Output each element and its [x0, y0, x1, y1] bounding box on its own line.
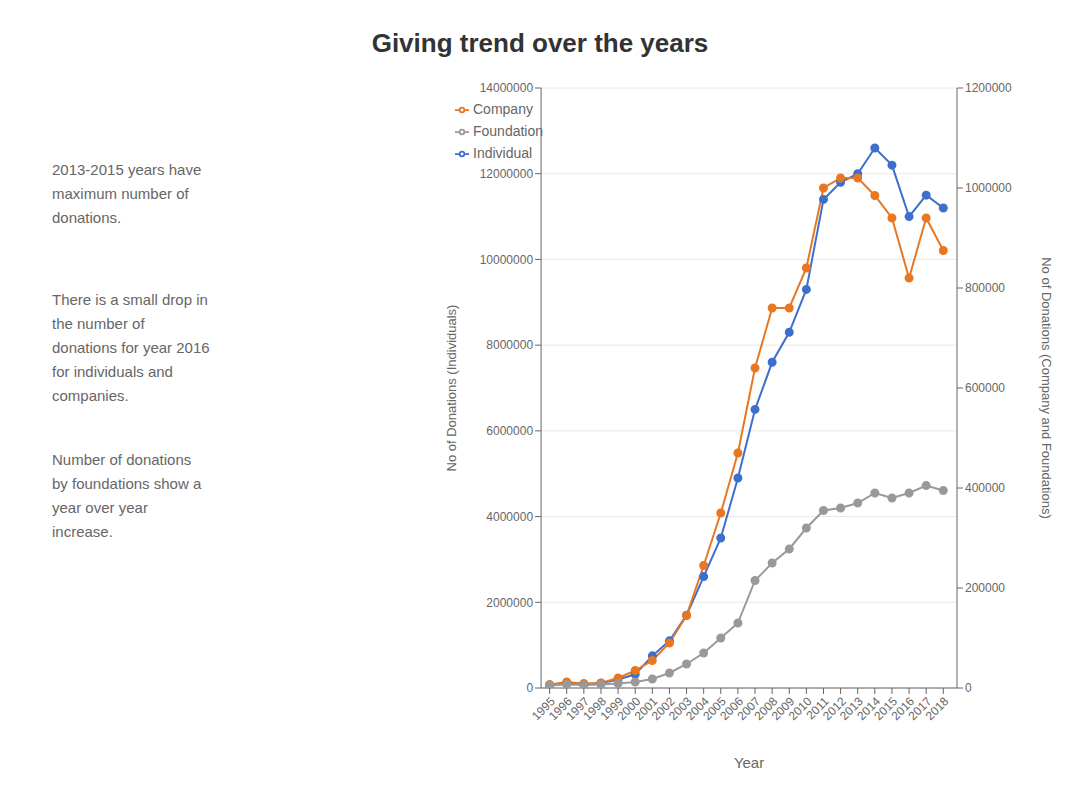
svg-text:2016: 2016: [888, 694, 918, 723]
svg-text:800000: 800000: [965, 281, 1005, 295]
svg-text:400000: 400000: [965, 481, 1005, 495]
svg-text:2000000: 2000000: [486, 596, 533, 610]
svg-text:2009: 2009: [768, 694, 798, 723]
svg-text:1995: 1995: [529, 694, 558, 723]
svg-text:2006: 2006: [717, 694, 747, 723]
svg-text:600000: 600000: [965, 381, 1005, 395]
svg-text:2013: 2013: [837, 694, 866, 723]
svg-text:8000000: 8000000: [486, 338, 533, 352]
svg-text:1000000: 1000000: [965, 181, 1012, 195]
svg-text:6000000: 6000000: [486, 424, 533, 438]
svg-text:2012: 2012: [820, 694, 849, 723]
html-text:There is a small drop in the n: There is a small drop in the number of d…: [52, 291, 210, 404]
html-text:Giving trend over the years: Giving trend over the years: [371, 28, 709, 58]
svg-text:2011: 2011: [803, 694, 832, 723]
svg-text:1999: 1999: [597, 694, 627, 723]
svg-text:2002: 2002: [648, 694, 678, 723]
svg-text:12000000: 12000000: [480, 167, 534, 181]
svg-text:1998: 1998: [580, 694, 610, 723]
svg-text:2005: 2005: [700, 694, 729, 723]
svg-text:2001: 2001: [631, 694, 661, 723]
svg-text:2000: 2000: [614, 694, 644, 723]
svg-text:200000: 200000: [965, 581, 1005, 595]
html-text:2013-2015 years have maximum n: 2013-2015 years have maximum number of d…: [52, 161, 202, 226]
html-text:Individual: Individual: [473, 145, 533, 161]
svg-text:1200000: 1200000: [965, 81, 1012, 95]
svg-text:4000000: 4000000: [486, 510, 533, 524]
svg-text:2010: 2010: [785, 694, 815, 723]
svg-text:1997: 1997: [563, 694, 592, 723]
svg-text:2008: 2008: [751, 694, 781, 723]
svg-text:10000000: 10000000: [480, 253, 534, 267]
svg-text:2007: 2007: [734, 694, 764, 723]
svg-text:0: 0: [526, 681, 533, 695]
svg-text:2017: 2017: [905, 694, 935, 723]
svg-text:2014: 2014: [854, 694, 883, 723]
svg-text:14000000: 14000000: [480, 81, 534, 95]
svg-text:No of Donations (Individuals): No of Donations (Individuals): [444, 305, 459, 472]
svg-text:Year: Year: [734, 754, 764, 771]
svg-text:2004: 2004: [683, 694, 712, 723]
html-text:Number of donations by foundat: Number of donations by foundations show …: [52, 451, 202, 540]
html-text:Foundation: Foundation: [473, 123, 544, 139]
svg-text:No of Donations (Company and F: No of Donations (Company and Foundations…: [1039, 257, 1054, 519]
svg-text:2015: 2015: [871, 694, 901, 723]
svg-text:2018: 2018: [923, 694, 952, 723]
html-text:Company: Company: [473, 101, 533, 117]
svg-text:2003: 2003: [665, 694, 695, 723]
svg-text:1996: 1996: [546, 694, 575, 723]
svg-text:0: 0: [965, 681, 972, 695]
